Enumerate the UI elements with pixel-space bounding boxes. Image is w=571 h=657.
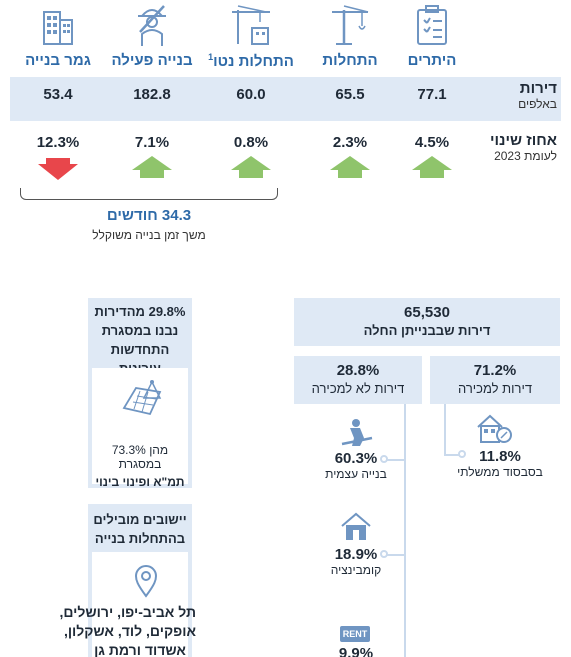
average-duration-label: משך זמן בנייה משוקלל (92, 228, 206, 242)
not-for-sale-label: דירות לא למכירה (311, 381, 405, 396)
for-sale-label: דירות למכירה (457, 381, 533, 396)
leading-inner (92, 552, 188, 657)
arrow-up-icon (412, 156, 452, 178)
crane-building-icon (232, 5, 270, 45)
connector-dot (458, 450, 466, 458)
urban-headline-2: נבנו במסגרת (101, 323, 179, 338)
value-starts: 65.5 (335, 86, 365, 103)
combination-block: 18.9% קומבינציה (306, 546, 406, 577)
combination-label: קומבינציה (330, 563, 382, 577)
average-duration-value: 34.3 חודשים (106, 207, 192, 224)
arrow-down-icon (38, 158, 78, 180)
urban-detail: מהן 73.3% במסגרת תמ"א ופינוי בינוי (92, 443, 188, 489)
blueprint-icon (122, 380, 162, 416)
col-title-permits: היתרים (407, 52, 457, 69)
leading-cities-1: תל אביב-יפו, ירושלים, (59, 604, 196, 620)
rent-block: 9.9% (306, 645, 406, 657)
self-build-label: בנייה עצמית (325, 467, 387, 481)
rent-sign-icon: RENT (340, 626, 370, 642)
arrow-up-icon (330, 156, 370, 178)
change-row-label: אחוז שינוי לעומת 2023 (490, 132, 557, 163)
leading-cities-2: אופקים, לוד, אשקלון, (63, 623, 196, 639)
change-starts: 2.3% (332, 134, 368, 151)
location-pin-icon (134, 565, 158, 598)
self-build-block: 60.3% בנייה עצמית (306, 450, 406, 481)
arrow-up-icon (231, 156, 271, 178)
value-active: 182.8 (133, 86, 171, 103)
col-title-net-starts-text: התחלות נטו (213, 53, 294, 70)
urban-renewal-inner (92, 368, 188, 484)
worker-icon (341, 419, 373, 446)
under-construction-header: 65,530 דירות שבבנייתן החלה (294, 298, 560, 346)
value-net-starts: 60.0 (236, 86, 266, 103)
dwellings-row-label: דירות באלפים (518, 80, 557, 111)
arrow-up-icon (132, 156, 172, 178)
for-sale-value: 71.2% (473, 362, 517, 379)
connector-for-sale (444, 404, 446, 456)
value-completed: 53.4 (43, 86, 73, 103)
leading-title-1: יישובים מובילים (93, 512, 187, 527)
connector-not-for-sale (404, 404, 406, 657)
col-title-starts: התחלות (322, 52, 378, 69)
connector-combination (384, 554, 404, 556)
connector-dot (380, 455, 388, 463)
change-net-starts: 0.8% (233, 134, 269, 151)
under-construction-label: דירות שבבנייתן החלה (363, 323, 491, 338)
crane-icon (332, 5, 369, 45)
dwellings-unit: באלפים (518, 97, 557, 111)
connector-self-build (384, 459, 404, 461)
urban-headline-1: 29.8% מהדירות (94, 304, 186, 319)
for-sale-box: 71.2% דירות למכירה (430, 356, 560, 404)
dwellings-row-band (10, 77, 561, 121)
under-construction-value: 65,530 (404, 304, 450, 321)
leading-title: יישובים מובילים בהתחלות בנייה (88, 510, 192, 548)
building-icon (43, 11, 73, 45)
not-for-sale-value: 28.8% (336, 362, 380, 379)
change-label: אחוז שינוי (489, 132, 557, 149)
leading-cities-3: אשדוד ורמת גן (94, 642, 186, 657)
self-build-value: 60.3% (334, 450, 378, 467)
col-title-completed: גמר בנייה (25, 52, 91, 69)
house-percent-icon (477, 414, 512, 443)
footnote-marker: 1 (208, 52, 214, 62)
leading-cities: תל אביב-יפו, ירושלים, אופקים, לוד, אשקלו… (59, 603, 196, 657)
rent-value: 9.9% (338, 645, 374, 657)
construction-worker-icon (138, 5, 166, 46)
subsidized-label: בסבסוד ממשלתי (457, 465, 543, 479)
change-completed: 12.3% (36, 134, 80, 151)
subsidized-block: 11.8% בסבסוד ממשלתי (440, 448, 560, 479)
dwellings-label: דירות (519, 80, 557, 97)
col-title-net-starts: התחלות נטו1 (203, 52, 299, 70)
value-permits: 77.1 (417, 86, 447, 103)
clipboard-icon (417, 5, 447, 45)
leading-title-2: בהתחלות בנייה (94, 531, 186, 546)
col-title-active: בנייה פעילה (111, 52, 193, 69)
urban-detail-2: תמ"א ופינוי בינוי (95, 475, 185, 489)
urban-detail-1: מהן 73.3% במסגרת (111, 443, 169, 471)
change-compare: לעומת 2023 (494, 149, 557, 163)
duration-bracket (20, 188, 278, 200)
subsidized-value: 11.8% (479, 448, 521, 465)
house-icon (341, 512, 371, 540)
change-permits: 4.5% (414, 134, 450, 151)
combination-value: 18.9% (334, 546, 378, 563)
change-active: 7.1% (134, 134, 170, 151)
connector-dot (380, 550, 388, 558)
connector-subsidized (444, 454, 462, 456)
not-for-sale-box: 28.8% דירות לא למכירה (294, 356, 422, 404)
